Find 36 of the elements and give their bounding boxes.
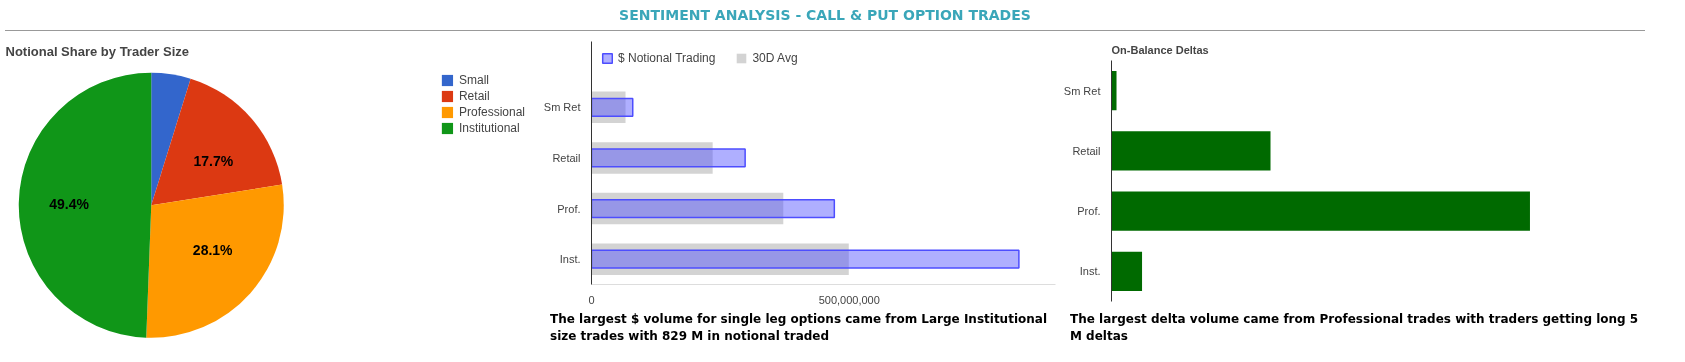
bar [591,198,836,219]
text: SENTIMENT ANALYSIS - CALL & PUT OPTION TRADES [619,6,1031,25]
text: The largest $ volume for single leg options came from Large Institutional size trades with 829 M in notional traded [550,312,1048,344]
y-tick-label: Prof. [557,202,581,215]
chart-title: Notional Share by Trader Size [5,43,189,59]
y-tick-label: Inst. [1079,265,1101,278]
data-label: 49.4% [49,195,90,212]
y-tick-label: Inst. [559,253,581,266]
x-tick-label: 0 [588,293,595,306]
bar [591,91,626,124]
y-tick-label: Sm Ret [543,101,581,114]
legend-label: Small [458,73,489,87]
bar [591,249,1020,269]
bar [1111,71,1117,111]
bar [1111,191,1530,231]
legend-label: $ Notional Trading [618,51,716,65]
y-tick-label: Retail [552,151,581,164]
legend-label: Institutional [458,121,520,135]
bar [1111,251,1143,291]
y-tick-label: Sm Ret [1063,84,1101,97]
bar [591,243,849,275]
y-tick-label: Retail [1072,144,1101,157]
chart-title: On-Balance Deltas [1111,43,1209,56]
legend-label: Retail [458,89,490,103]
x-tick-label: 500,000,000 [818,293,880,306]
text: The largest delta volume came from Professional trades with traders getting long 5 M deltas [1070,312,1639,344]
bar [591,142,713,174]
bar [591,97,634,117]
legend-label: Professional [458,105,525,119]
legend-label: 30D Avg [752,51,798,65]
bar [591,192,784,225]
data-label: 28.1% [192,242,234,259]
y-tick-label: Prof. [1077,205,1101,218]
bar [1111,131,1271,171]
bar [591,148,746,168]
data-label: 17.7% [193,153,234,170]
